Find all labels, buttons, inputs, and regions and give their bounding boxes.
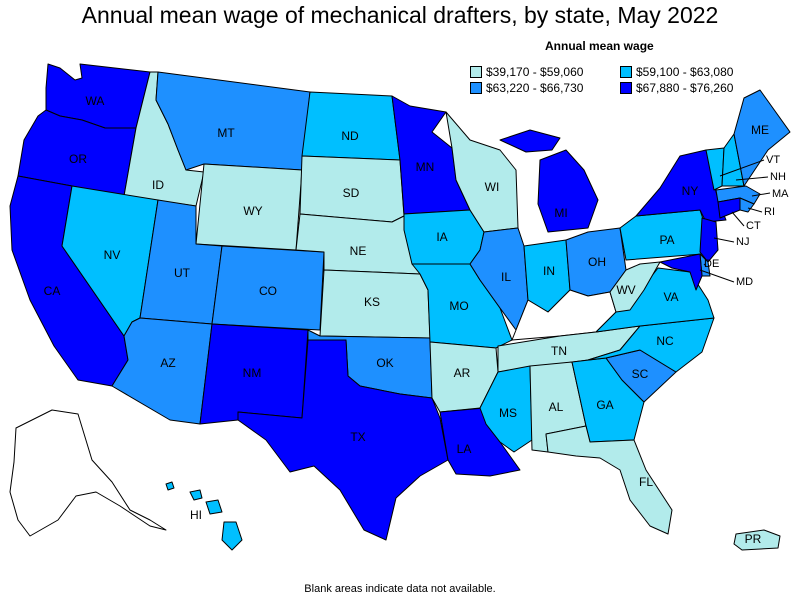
legend-label-tier-3: $63,220 - $66,730 <box>486 81 584 95</box>
label-co: CO <box>259 284 277 298</box>
state-tx[interactable] <box>237 339 449 541</box>
state-fl[interactable] <box>545 425 673 535</box>
label-tx: TX <box>350 430 365 444</box>
state-nj[interactable] <box>699 217 719 263</box>
state-mi[interactable] <box>499 129 599 233</box>
label-md: MD <box>736 276 753 288</box>
label-fl: FL <box>639 475 653 489</box>
label-al: AL <box>549 400 564 414</box>
legend-item-tier-1: $39,170 - $59,060 <box>470 65 583 79</box>
legend-item-tier-2: $59,100 - $63,080 <box>620 65 733 79</box>
state-hi[interactable] <box>165 481 243 551</box>
label-or: OR <box>69 152 87 166</box>
label-oh: OH <box>588 255 606 269</box>
state-pr[interactable] <box>733 529 781 551</box>
label-nd: ND <box>341 129 359 143</box>
label-az: AZ <box>160 356 175 370</box>
label-wy: WY <box>243 204 262 218</box>
label-tn: TN <box>551 344 567 358</box>
label-wa: WA <box>86 94 105 108</box>
label-id: ID <box>152 178 164 192</box>
label-ca: CA <box>44 284 61 298</box>
map-title: Annual mean wage of mechanical drafters,… <box>81 2 719 28</box>
label-ga: GA <box>596 398 613 412</box>
label-mt: MT <box>217 126 235 140</box>
label-nv: NV <box>104 248 121 262</box>
state-md[interactable] <box>659 253 703 291</box>
legend-label-tier-2: $59,100 - $63,080 <box>636 65 734 79</box>
label-mn: MN <box>416 160 435 174</box>
state-nc[interactable] <box>587 317 715 373</box>
state-me[interactable] <box>733 89 791 187</box>
label-me: ME <box>751 123 769 137</box>
label-pa: PA <box>659 233 674 247</box>
state-ak[interactable] <box>9 409 167 537</box>
legend-label-tier-1: $39,170 - $59,060 <box>486 65 584 79</box>
label-ms: MS <box>499 406 517 420</box>
label-ut: UT <box>174 266 191 280</box>
label-pr: PR <box>745 532 762 546</box>
label-nc: NC <box>656 334 674 348</box>
leader-lines <box>699 159 771 283</box>
label-ar: AR <box>454 366 471 380</box>
legend-label-tier-4: $67,880 - $76,260 <box>636 81 734 95</box>
label-sd: SD <box>343 186 360 200</box>
legend-title: Annual mean wage <box>545 39 654 53</box>
state-il[interactable] <box>469 227 529 331</box>
label-mo: MO <box>449 299 468 313</box>
legend-swatch-tier-2 <box>620 66 632 78</box>
legend-swatch-tier-3 <box>470 82 482 94</box>
label-in: IN <box>543 264 555 278</box>
label-nm: NM <box>243 366 262 380</box>
label-nh: NH <box>770 171 786 183</box>
label-nj: NJ <box>736 236 749 248</box>
footnote: Blank areas indicate data not available. <box>304 583 496 595</box>
label-ks: KS <box>364 295 380 309</box>
legend-item-tier-3: $63,220 - $66,730 <box>470 81 583 95</box>
label-va: VA <box>663 290 678 304</box>
label-hi: HI <box>190 508 202 522</box>
legend-swatch-tier-1 <box>470 66 482 78</box>
label-vt: VT <box>766 154 780 166</box>
legend-item-tier-4: $67,880 - $76,260 <box>620 81 733 95</box>
label-ok: OK <box>376 356 393 370</box>
label-mi: MI <box>554 206 567 220</box>
label-ny: NY <box>682 184 699 198</box>
state-nd[interactable] <box>301 91 401 161</box>
label-ne: NE <box>350 244 367 258</box>
label-il: IL <box>501 270 511 284</box>
outside-labels: VT NH MA RI CT NJ DE MD <box>704 154 789 288</box>
label-ri: RI <box>764 206 775 218</box>
label-la: LA <box>457 442 472 456</box>
legend-swatch-tier-4 <box>620 82 632 94</box>
label-wv: WV <box>616 283 635 297</box>
label-ct: CT <box>746 220 761 232</box>
state-az[interactable] <box>111 317 213 425</box>
label-ma: MA <box>772 188 789 200</box>
label-sc: SC <box>632 367 649 381</box>
label-ia: IA <box>436 230 447 244</box>
state-wv[interactable] <box>609 261 661 313</box>
state-labels: WA OR CA ID NV MT WY UT AZ CO NM ND SD N… <box>44 94 769 546</box>
state-ct[interactable] <box>717 197 741 219</box>
label-wi: WI <box>485 180 500 194</box>
label-de: DE <box>704 258 719 270</box>
